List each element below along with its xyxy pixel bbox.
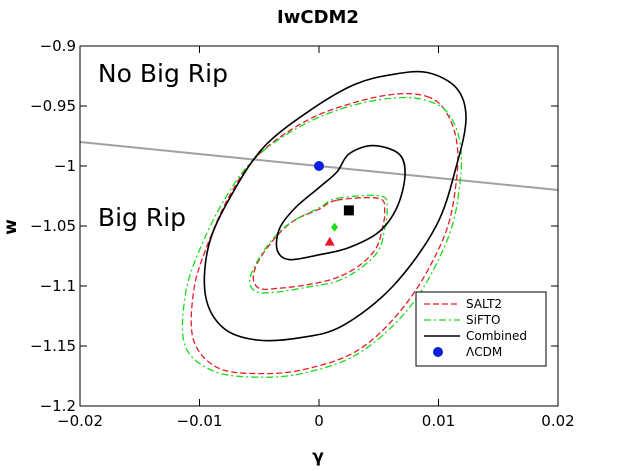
contour-sifto-inner: [249, 194, 388, 294]
contour-combined-inner: [275, 144, 406, 261]
annotations: No Big Rip Big Rip: [98, 59, 228, 232]
legend-label-salt2: SALT2: [466, 297, 502, 311]
best-fit-salt2: [324, 236, 335, 246]
x-tick-label: 0: [314, 412, 324, 430]
contour-salt2-outer: [190, 92, 459, 375]
contour-sifto-outer: [181, 96, 463, 378]
y-tick-label: −0.95: [30, 97, 76, 115]
contour-salt2-inner: [252, 196, 386, 290]
plot-area: [79, 70, 559, 378]
legend-label-combined: Combined: [466, 329, 527, 343]
legend-label-sifto: SiFTO: [466, 313, 500, 327]
y-tick-label: −1: [54, 157, 76, 175]
x-tick-label: −0.02: [57, 412, 103, 430]
legend: SALT2 SiFTO Combined ΛCDM: [415, 291, 547, 367]
best-fit-combined: [343, 205, 354, 216]
y-tick-label: −1.05: [30, 217, 76, 235]
y-tick-label: −1.15: [30, 337, 76, 355]
y-tick-label: −1.1: [40, 277, 76, 295]
best-fit-cdm: [314, 161, 324, 171]
x-tick-label: −0.01: [177, 412, 223, 430]
y-tick-label: −1.2: [40, 397, 76, 415]
x-tick-label: 0.02: [541, 412, 574, 430]
annotation-no-big-rip: No Big Rip: [98, 59, 228, 88]
x-tick-label: 0.01: [422, 412, 455, 430]
y-tick-label: −0.9: [40, 37, 76, 55]
legend-label-cdm: ΛCDM: [466, 345, 502, 359]
best-fit-sifto: [331, 222, 339, 232]
legend-marker-cdm: [433, 347, 443, 357]
x-axis-label: γ: [312, 447, 324, 467]
chart-title: IwCDM2: [277, 7, 359, 28]
plot-frame: [79, 45, 559, 407]
y-axis-label: w: [1, 219, 21, 235]
annotation-big-rip: Big Rip: [98, 203, 186, 232]
axis-ticks: −0.02 −0.01 0 0.01 0.02 −0.9 −0.95 −1 −1.05 −1.1 −…: [30, 37, 575, 430]
contour-combined-outer: [203, 70, 467, 342]
